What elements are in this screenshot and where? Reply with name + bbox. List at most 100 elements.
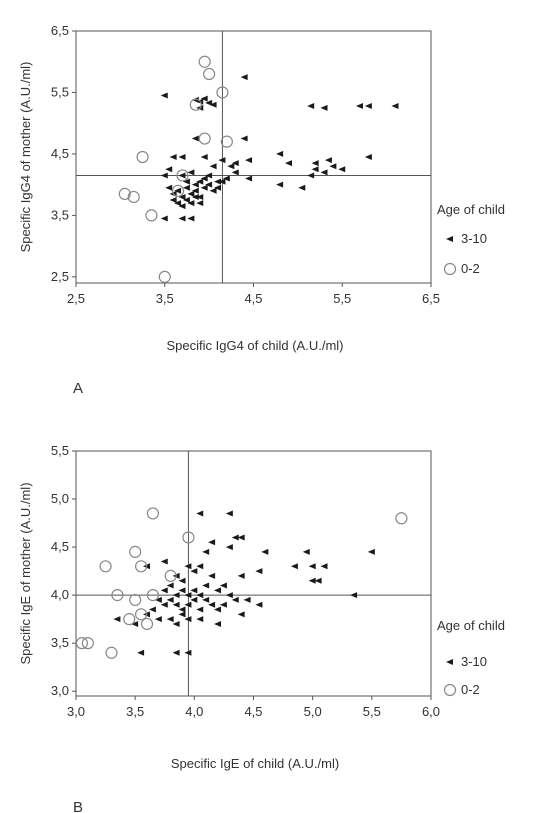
data-point-age-3-10 [324, 157, 332, 164]
data-point-age-3-10 [137, 649, 145, 656]
data-point-age-0-2 [198, 55, 211, 68]
x-tick-label: 6,0 [422, 704, 440, 719]
data-point-age-3-10 [208, 572, 216, 579]
data-point-age-3-10 [311, 166, 319, 173]
data-point-age-3-10 [285, 160, 292, 167]
plot-frame [75, 450, 432, 697]
data-point-age-3-10 [214, 606, 221, 613]
data-point-age-3-10 [169, 154, 177, 160]
y-tick-label: 2,5 [51, 269, 69, 284]
data-point-age-3-10 [240, 135, 248, 142]
data-point-age-0-2 [127, 190, 140, 204]
data-point-age-3-10 [184, 563, 192, 570]
data-point-age-3-10 [225, 592, 233, 599]
data-point-age-3-10 [364, 102, 372, 109]
data-point-age-3-10 [196, 616, 204, 623]
data-point-age-3-10 [307, 172, 315, 179]
data-point-age-3-10 [338, 166, 346, 173]
data-point-age-3-10 [160, 92, 168, 99]
data-point-age-3-10 [245, 157, 253, 164]
y-tick-label: 4,5 [51, 539, 69, 554]
data-point-age-3-10 [178, 611, 186, 618]
data-point-age-3-10 [184, 616, 192, 623]
x-tick-label: 6,5 [422, 291, 440, 306]
data-point-age-3-10 [178, 193, 186, 200]
data-point-age-3-10 [172, 592, 180, 599]
data-point-age-3-10 [320, 104, 328, 111]
data-point-age-3-10 [320, 169, 328, 176]
x-tick-label: 3,0 [67, 704, 85, 719]
data-point-age-3-10 [196, 563, 204, 570]
data-point-age-3-10 [298, 184, 306, 191]
data-point-age-3-10 [231, 534, 239, 541]
data-point-age-0-2 [189, 98, 202, 111]
data-point-age-0-2 [75, 637, 89, 650]
data-point-age-3-10 [184, 601, 192, 608]
scatter-panel-b: 3,0 3,5 4,0 4,5 5,0 5,5 6,0 3,0 3,5 4,0 4,5 5,0 5,5 S… [18, 443, 505, 813]
data-point-age-3-10 [209, 187, 217, 194]
data-point-age-3-10 [243, 596, 251, 603]
data-point-age-3-10 [237, 534, 245, 541]
data-point-age-3-10 [191, 187, 199, 194]
panel-label: B [73, 799, 83, 813]
data-point-age-0-2 [395, 512, 408, 525]
data-point-age-3-10 [231, 596, 239, 603]
x-tick-label: 4,0 [185, 704, 203, 719]
legend-label-3-10: 3-10 [461, 654, 487, 669]
data-point-age-3-10 [196, 178, 204, 185]
data-point-age-0-2 [81, 637, 94, 650]
data-point-age-3-10 [178, 577, 186, 584]
data-point-age-3-10 [255, 601, 263, 608]
data-point-age-3-10 [165, 166, 173, 173]
data-point-age-3-10 [314, 577, 322, 584]
data-point-age-0-2 [99, 560, 112, 573]
data-point-age-0-2 [182, 531, 195, 544]
data-point-age-3-10 [191, 193, 199, 200]
data-point-age-0-2 [203, 67, 216, 81]
data-point-age-3-10 [225, 544, 233, 551]
data-point-age-3-10 [190, 568, 198, 575]
x-tick-label: 5,5 [363, 704, 381, 719]
y-tick-label: 4,5 [51, 146, 69, 161]
data-point-age-3-10 [231, 160, 239, 167]
data-point-age-3-10 [200, 154, 208, 160]
data-point-age-0-2 [145, 209, 158, 222]
data-point-age-3-10 [364, 154, 372, 160]
data-point-age-3-10 [205, 172, 213, 179]
data-point-age-0-2 [171, 184, 185, 197]
data-point-age-0-2 [198, 132, 211, 145]
data-point-age-3-10 [160, 601, 168, 608]
data-point-age-3-10 [222, 175, 230, 182]
x-tick-label: 5,5 [333, 291, 351, 306]
data-point-age-0-2 [134, 608, 148, 621]
data-point-age-3-10 [196, 193, 204, 200]
x-tick-label: 3,5 [126, 704, 144, 719]
legend-title: Age of child [437, 202, 505, 217]
data-point-age-3-10 [320, 563, 328, 570]
data-point-age-3-10 [148, 606, 156, 613]
data-point-age-3-10 [166, 616, 174, 623]
legend-marker-open [443, 683, 457, 697]
data-point-age-3-10 [174, 187, 182, 194]
data-point-age-3-10 [200, 175, 208, 182]
y-axis-title: Specific IgE of mother (A.U./ml) [18, 482, 33, 664]
legend-label-0-2: 0-2 [461, 261, 480, 276]
data-point-age-3-10 [196, 606, 204, 613]
data-point-age-3-10 [190, 596, 198, 603]
panel-label: A [73, 380, 83, 397]
legend-marker-open [443, 262, 457, 276]
y-tick-label: 6,5 [51, 23, 69, 38]
data-point-age-3-10 [208, 539, 216, 546]
data-point-age-3-10 [329, 163, 337, 170]
data-point-age-3-10 [200, 184, 208, 191]
data-point-age-3-10 [237, 611, 245, 618]
data-point-age-3-10 [307, 102, 315, 109]
data-point-age-3-10 [172, 601, 180, 608]
data-point-age-0-2 [123, 613, 136, 626]
data-point-age-3-10 [160, 558, 168, 565]
data-point-age-3-10 [131, 620, 139, 627]
data-point-age-3-10 [218, 178, 226, 185]
data-point-age-0-2 [146, 589, 160, 602]
data-point-age-0-2 [146, 507, 160, 520]
